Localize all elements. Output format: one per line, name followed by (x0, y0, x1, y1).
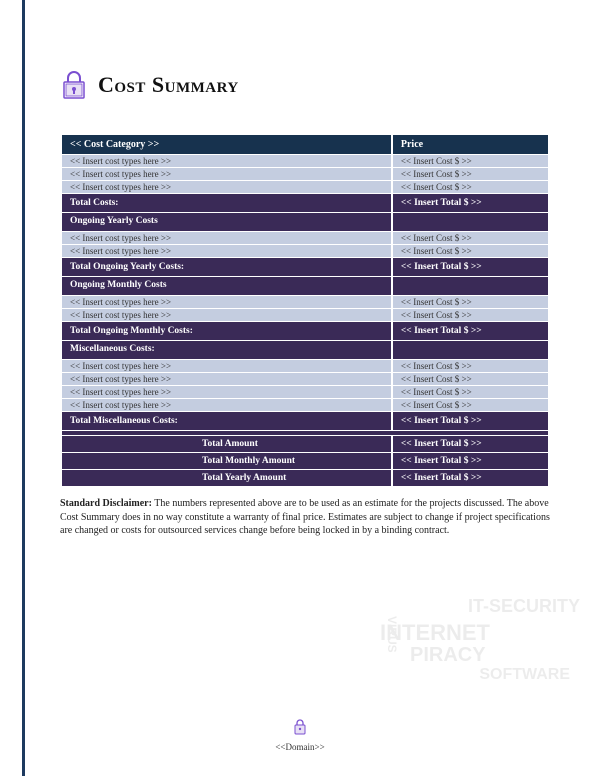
table-row: << Insert cost types here >><< Insert Co… (62, 373, 548, 385)
section-label-row: Ongoing Yearly Costs (62, 213, 548, 231)
spacer-row (62, 431, 548, 435)
table-row: << Insert cost types here >><< Insert Co… (62, 309, 548, 321)
table-row: << Insert cost types here >><< Insert Co… (62, 360, 548, 372)
disclaimer: Standard Disclaimer: The numbers represe… (60, 497, 550, 538)
subtotal-row: Total Costs:<< Insert Total $ >> (62, 194, 548, 212)
table-row: << Insert cost types here >><< Insert Co… (62, 399, 548, 411)
header-price: Price (393, 135, 548, 154)
table-row: << Insert cost types here >><< Insert Co… (62, 155, 548, 167)
page-title: Cost Summary (98, 72, 239, 98)
table-row: << Insert cost types here >><< Insert Co… (62, 168, 548, 180)
section-label-row: Miscellaneous Costs: (62, 341, 548, 359)
table-row: << Insert cost types here >><< Insert Co… (62, 386, 548, 398)
footer-lock-icon (293, 722, 307, 739)
subtotal-row: Total Ongoing Yearly Costs:<< Insert Tot… (62, 258, 548, 276)
table-header-row: << Cost Category >> Price (62, 135, 548, 154)
section-label-row: Ongoing Monthly Costs (62, 277, 548, 295)
watermark: IT-SECURITY INTERNET PIRACY SOFTWARE VIR… (380, 586, 580, 706)
table-row: << Insert cost types here >><< Insert Co… (62, 232, 548, 244)
title-row: Cost Summary (60, 70, 560, 100)
footer-text: <<Domain>> (0, 742, 600, 752)
table-row: << Insert cost types here >><< Insert Co… (62, 296, 548, 308)
subtotal-row: Total Ongoing Monthly Costs:<< Insert To… (62, 322, 548, 340)
page: Cost Summary << Cost Category >> Price <… (0, 0, 600, 776)
grand-total-row: Total Amount<< Insert Total $ >> (62, 436, 548, 452)
grand-total-row: Total Yearly Amount<< Insert Total $ >> (62, 470, 548, 486)
disclaimer-label: Standard Disclaimer: (60, 498, 152, 509)
content-area: Cost Summary << Cost Category >> Price <… (60, 70, 560, 538)
cost-table: << Cost Category >> Price << Insert cost… (60, 134, 550, 487)
header-category: << Cost Category >> (62, 135, 391, 154)
table-row: << Insert cost types here >><< Insert Co… (62, 181, 548, 193)
grand-total-row: Total Monthly Amount<< Insert Total $ >> (62, 453, 548, 469)
lock-icon (60, 70, 88, 100)
table-row: << Insert cost types here >><< Insert Co… (62, 245, 548, 257)
page-footer: <<Domain>> (0, 719, 600, 752)
subtotal-row: Total Miscellaneous Costs:<< Insert Tota… (62, 412, 548, 430)
left-margin-rule (22, 0, 25, 776)
